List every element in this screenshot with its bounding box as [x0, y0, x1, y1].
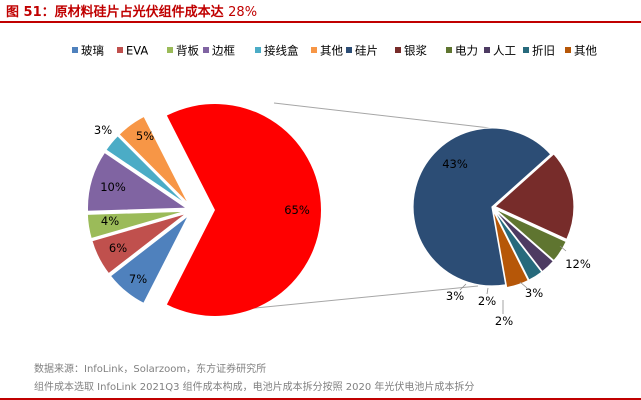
secondary-slice-1: [493, 153, 575, 241]
legend-swatch-6: [346, 47, 352, 53]
leader-line-3: [486, 287, 489, 295]
pie-slice-3: [86, 210, 188, 240]
main-label-5: 3%: [94, 123, 112, 137]
legend-swatch-2: [167, 47, 173, 53]
legend-swatch-8: [446, 47, 452, 53]
chart-title-text: 图 51：原材料硅片占光伏组件成本达: [6, 5, 224, 20]
legend-swatch-7: [395, 47, 401, 53]
main-label-6: 5%: [136, 129, 154, 143]
secondary-label-5: 3%: [446, 289, 464, 303]
secondary-label-1: 12%: [565, 257, 591, 271]
legend-swatch-5: [311, 47, 317, 53]
chart-legend: 玻璃 EVA 背板 边框 接线盒 其他 硅片 银浆 电力 人工 折旧 其他: [72, 44, 597, 58]
main-label-4: 10%: [100, 180, 126, 194]
legend-swatch-3: [203, 47, 209, 53]
legend-label-6: 硅片: [355, 44, 378, 58]
legend-label-8: 电力: [455, 44, 478, 58]
leader-line-1: [519, 281, 528, 289]
legend-label-4: 接线盒: [264, 44, 299, 58]
legend-label-7: 银浆: [404, 44, 427, 58]
legend-label-11: 其他: [574, 44, 597, 58]
chart-title-value: 28%: [228, 5, 258, 20]
secondary-label-3: 2%: [495, 314, 513, 328]
chart-notes: 数据来源：InfoLink，Solarzoom，东方证券研究所 组件成本选取 I…: [34, 361, 474, 397]
secondary-label-4: 2%: [478, 294, 496, 308]
main-label-3: 4%: [101, 214, 119, 228]
secondary-label-0: 43%: [442, 157, 468, 171]
main-label-1: 7%: [129, 272, 147, 286]
legend-label-0: 玻璃: [81, 44, 104, 58]
secondary-slice-5: [492, 209, 530, 289]
main-pie: [86, 104, 321, 317]
pie-slice-1: [109, 214, 190, 305]
secondary-pie: [412, 127, 575, 289]
legend-swatch-11: [565, 47, 571, 53]
leader-line-0: [559, 245, 567, 252]
secondary-slice-4: [493, 209, 543, 281]
pie-slice-2: [90, 212, 189, 276]
secondary-slice-2: [494, 208, 568, 262]
data-labels: 65% 7% 6% 4% 10% 3% 5% 43% 12% 3% 2% 2% 3%: [94, 123, 591, 328]
pie-connector-lines: [234, 102, 491, 311]
pie-of-pie-chart: 玻璃 EVA 背板 边框 接线盒 其他 硅片 银浆 电力 人工 折旧 其他 65%7%6%4%10%3…: [72, 44, 597, 328]
pie-slice-4: [86, 151, 190, 213]
legend-label-9: 人工: [493, 44, 516, 58]
secondary-label-2: 3%: [525, 286, 543, 300]
bottom-rule: [0, 398, 641, 400]
pie-slice-6: [117, 115, 191, 206]
legend-swatch-1: [117, 47, 123, 53]
legend-swatch-4: [255, 47, 261, 53]
method-note: 组件成本选取 InfoLink 2021Q3 组件成本构成，电池片成本拆分按照 …: [34, 382, 475, 393]
legend-label-1: EVA: [126, 44, 148, 58]
legend-swatch-9: [484, 47, 490, 53]
title-rule: [0, 21, 641, 23]
leader-line-4: [459, 283, 467, 291]
source-note: 数据来源：InfoLink，Solarzoom，东方证券研究所: [34, 364, 267, 375]
pie-slice-0: [166, 104, 321, 317]
chart-title: 图 51：原材料硅片占光伏组件成本达 28%: [6, 1, 257, 20]
legend-swatch-0: [72, 47, 78, 53]
legend-label-3: 边框: [212, 44, 235, 58]
legend-label-2: 背板: [176, 44, 199, 58]
secondary-slice-0: [412, 127, 552, 287]
main-label-2: 6%: [109, 241, 127, 255]
connector-top: [273, 102, 491, 129]
connector-bottom: [234, 285, 479, 311]
legend-label-10: 折旧: [532, 44, 555, 58]
legend-label-5: 其他: [320, 44, 343, 58]
legend-swatch-10: [523, 47, 529, 53]
pie-slice-5: [104, 134, 189, 207]
main-label-0: 65%: [284, 203, 310, 217]
